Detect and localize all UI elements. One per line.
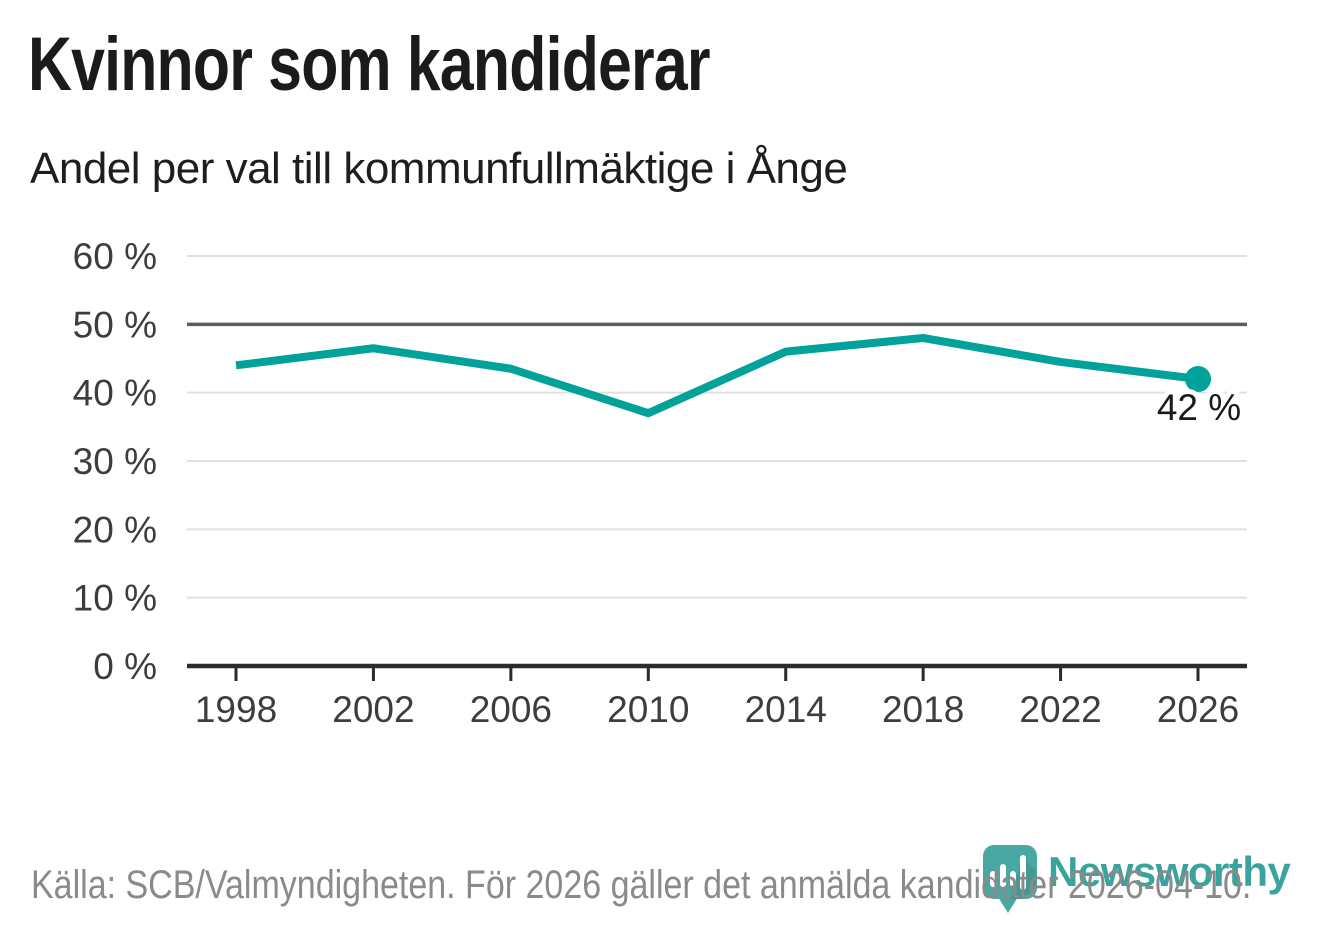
y-tick-label: 50 % xyxy=(73,304,157,345)
x-tick-label: 2010 xyxy=(607,689,689,730)
newsworthy-logo: Newsworthy xyxy=(982,844,1291,916)
source-note: Källa: SCB/Valmyndigheten. För 2026 gäll… xyxy=(31,863,1252,907)
x-tick-label: 1998 xyxy=(195,689,277,730)
y-tick-label: 40 % xyxy=(73,373,157,414)
x-tick-label: 2026 xyxy=(1157,689,1239,730)
y-tick-label: 10 % xyxy=(73,578,157,619)
chart-subtitle: Andel per val till kommunfullmäktige i Å… xyxy=(30,144,848,193)
x-tick-label: 2022 xyxy=(1019,689,1101,730)
newsworthy-wordmark: Newsworthy xyxy=(1048,848,1291,895)
chart-title: Kvinnor som kandiderar xyxy=(28,22,711,107)
data-line-women-candidates xyxy=(235,334,1199,418)
y-tick-label: 30 % xyxy=(73,441,157,482)
x-tick-label: 2002 xyxy=(332,689,414,730)
newsworthy-pin-icon xyxy=(983,845,1037,913)
y-tick-label: 20 % xyxy=(73,509,157,550)
x-tick-label: 2018 xyxy=(882,689,964,730)
x-tick-label: 2006 xyxy=(470,689,552,730)
y-tick-label: 60 % xyxy=(73,236,157,277)
end-point-value-label: 42 % xyxy=(1157,387,1241,428)
end-point-dot xyxy=(1185,366,1212,392)
y-tick-label: 0 % xyxy=(93,646,157,687)
x-tick-label: 2014 xyxy=(745,689,827,730)
